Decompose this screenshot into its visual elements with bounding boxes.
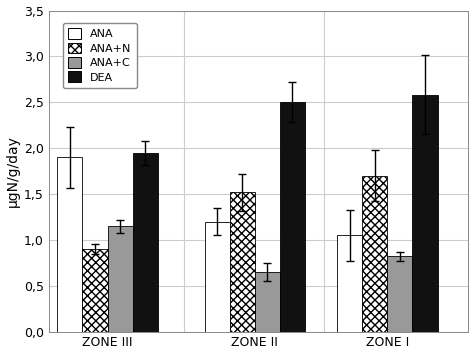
Y-axis label: μgN/g/day: μgN/g/day — [6, 135, 19, 207]
Bar — [412, 95, 438, 332]
Bar — [255, 272, 280, 332]
Bar — [387, 256, 412, 332]
Bar — [82, 249, 108, 332]
Bar — [57, 157, 82, 332]
Bar — [230, 192, 255, 332]
Legend: ANA, ANA+N, ANA+C, DEA: ANA, ANA+N, ANA+C, DEA — [63, 22, 137, 88]
Bar — [280, 102, 305, 332]
Bar — [363, 176, 387, 332]
Bar — [133, 153, 157, 332]
Bar — [337, 235, 363, 332]
Bar — [108, 226, 133, 332]
Bar — [205, 222, 230, 332]
